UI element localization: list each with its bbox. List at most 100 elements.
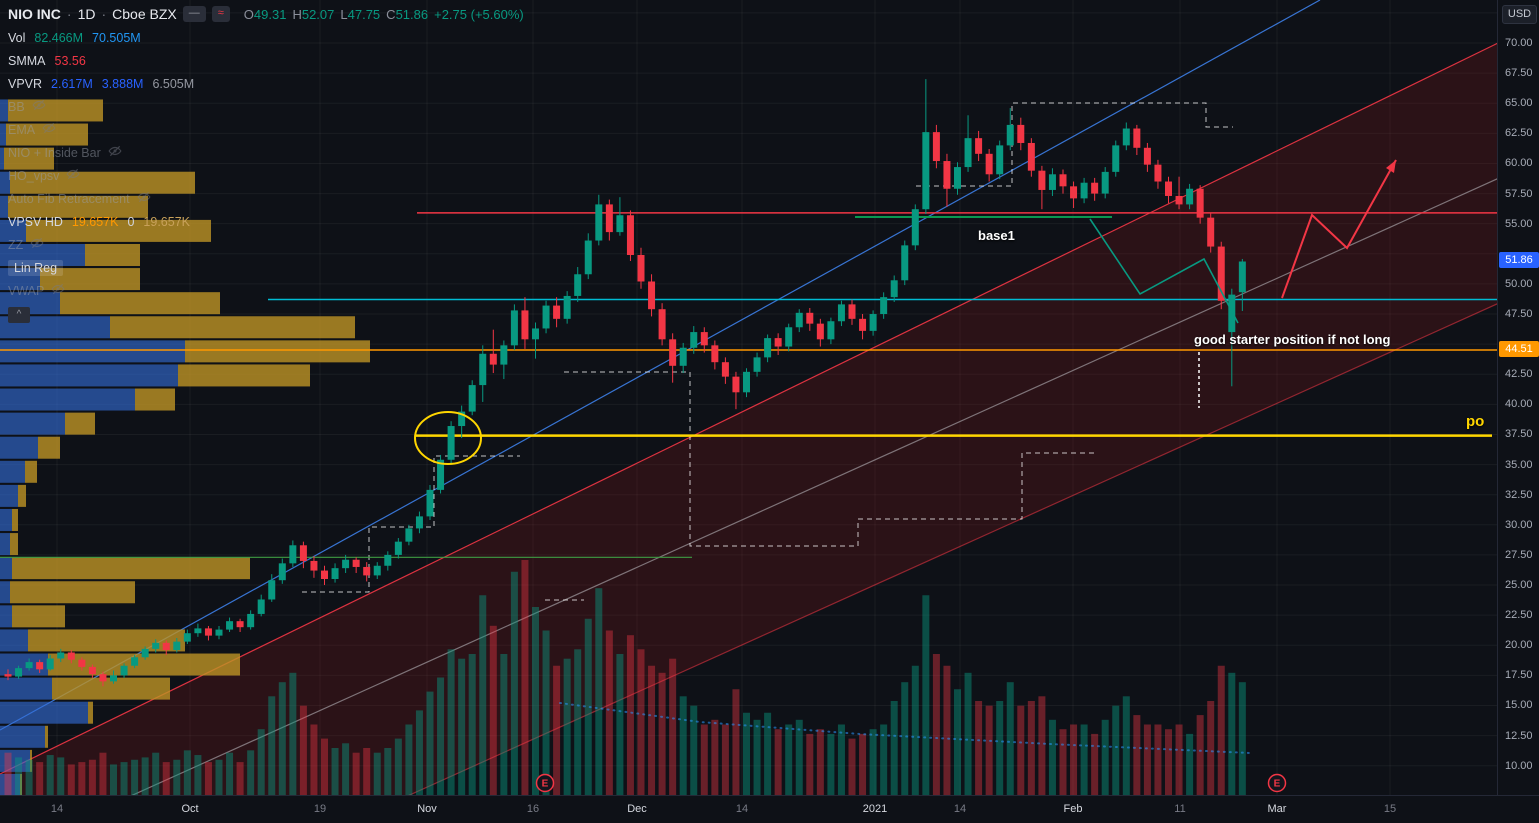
horizontal-levels [0, 212, 1497, 558]
legend-indicator-row[interactable]: VPVR 2.617M 3.888M 6.505M [8, 76, 524, 91]
price-axis-label: 70.00 [1505, 37, 1533, 49]
indicator-name: VPSV HD [8, 214, 63, 229]
price-axis-label: 50.00 [1505, 277, 1533, 290]
annotation-starter-position[interactable]: good starter position if not long [1194, 332, 1391, 347]
indicator-name: SMMA [8, 53, 46, 68]
time-axis-label: Mar [1267, 803, 1287, 815]
legend-indicator-row[interactable]: Vol 82.466M 70.505M [8, 30, 524, 45]
legend-collapse-button[interactable]: ^ [8, 307, 30, 323]
separator: · [66, 6, 72, 22]
separator: · [101, 6, 107, 22]
time-axis[interactable]: 14 Oct 19 Nov 16 Dec 14 2021 14 Feb 11 Mar 15 [0, 795, 1539, 823]
time-axis-label: 11 [1174, 803, 1186, 815]
indicator-value: 19.657K [71, 214, 119, 229]
user-drawings [414, 159, 1397, 465]
price-axis-label: 67.50 [1505, 67, 1533, 80]
legend-indicator-row[interactable]: SMMA 53.56 [8, 53, 524, 68]
visibility-off-icon[interactable] [66, 167, 80, 181]
legend-change-toggle-button[interactable]: ≈ [211, 6, 230, 22]
indicator-name: NIO + Inside Bar [8, 145, 101, 160]
time-axis-label: 15 [1383, 803, 1397, 815]
indicator-name: BB [8, 99, 25, 114]
indicator-value: 6.505M [152, 76, 195, 91]
volume-bars [4, 560, 1251, 795]
visibility-off-icon[interactable] [108, 144, 122, 158]
indicator-name: VPVR [8, 76, 43, 91]
indicator-value: 82.466M [34, 30, 84, 45]
earnings-event-icon[interactable] [535, 773, 555, 793]
currency-unit-button[interactable]: USD [1502, 5, 1537, 24]
time-axis-label: Nov [417, 803, 437, 815]
projection-trend-line[interactable] [1281, 159, 1397, 299]
price-axis-label: 30.00 [1505, 518, 1533, 531]
visibility-off-icon[interactable] [42, 121, 56, 135]
exchange-label[interactable]: Cboe BZX [112, 6, 177, 22]
visibility-off-icon[interactable] [51, 282, 65, 296]
price-axis-label: 40.00 [1505, 398, 1533, 411]
time-axis-label: 14 [50, 803, 64, 815]
price-axis-label: 55.00 [1505, 217, 1533, 230]
price-axis-label: 12.50 [1505, 729, 1533, 742]
symbol-title-row[interactable]: NIO INC · 1D · Cboe BZX — ≈ O49.31 H52.0… [8, 6, 524, 22]
annotation-po[interactable]: po [1466, 413, 1485, 430]
ohlc-readout: O49.31 H52.07 L47.75 C51.86 +2.75 (+5.60… [243, 6, 524, 22]
legend-indicator-row[interactable]: BB [8, 99, 524, 114]
time-axis-label: 19 [313, 803, 327, 815]
indicator-value: 19.657K [143, 214, 190, 229]
visibility-off-icon[interactable] [30, 236, 44, 250]
price-axis-label: 32.50 [1505, 488, 1533, 501]
candlesticks [4, 79, 1246, 687]
interval-label[interactable]: 1D [77, 6, 96, 22]
legend-toggle-button[interactable]: — [182, 6, 206, 22]
symbol-name[interactable]: NIO INC [8, 6, 61, 22]
legend-indicator-row[interactable]: EMA [8, 122, 524, 137]
price-axis-label: 65.00 [1505, 97, 1533, 110]
time-axis-label: 14 [735, 803, 749, 815]
time-axis-label: 14 [953, 803, 967, 815]
price-axis-label: 60.00 [1505, 157, 1533, 170]
legend-indicator-row[interactable]: VWAP [8, 283, 524, 298]
earnings-event-icon[interactable] [1267, 773, 1287, 793]
legend-indicator-row[interactable]: Lin Reg [8, 259, 524, 276]
time-axis-label: 2021 [862, 803, 888, 815]
price-axis-label: 57.50 [1505, 187, 1533, 200]
price-axis-label: 37.50 [1505, 428, 1533, 441]
highlight-ellipse[interactable] [414, 411, 482, 465]
legend-indicator-row[interactable]: ZZ [8, 237, 524, 252]
indicator-list: Vol 82.466M 70.505M SMMA 53.56 VPVR 2.617M 3.88… [8, 30, 524, 298]
legend-indicator-row[interactable]: HO_vpsv [8, 168, 524, 183]
price-axis-label: 27.50 [1505, 548, 1533, 561]
price-axis-label: 47.50 [1505, 308, 1533, 320]
chart-legend: NIO INC · 1D · Cboe BZX — ≈ O49.31 H52.0… [8, 6, 524, 323]
price-axis-label: 22.50 [1505, 609, 1533, 622]
indicator-value: 70.505M [92, 30, 141, 45]
price-axis-label: 17.50 [1505, 669, 1533, 682]
svg-text:E: E [542, 779, 549, 790]
indicator-value: 0 [127, 214, 135, 229]
price-axis-label: 62.50 [1505, 127, 1533, 140]
indicator-name: ZZ [8, 237, 24, 252]
indicator-value: 3.888M [101, 76, 144, 91]
linreg-channel [0, 0, 1497, 795]
time-axis-label: 16 [526, 803, 540, 815]
price-axis-label: 25.00 [1505, 579, 1533, 592]
price-axis[interactable]: USD 70.00 67.50 65.00 62.50 60.00 57.50 55.00 5… [1497, 0, 1539, 795]
indicator-value: 53.56 [54, 53, 86, 68]
legend-indicator-row[interactable]: NIO + Inside Bar [8, 145, 524, 160]
change-readout: +2.75 (+5.60%) [434, 6, 524, 22]
annotation-base1[interactable]: base1 [978, 228, 1015, 243]
legend-indicator-row[interactable]: VPSV HD 19.657K 0 19.657K [8, 214, 524, 229]
legend-indicator-row[interactable]: Auto Fib Retracement [8, 191, 524, 206]
volume-profile [0, 99, 370, 795]
visibility-off-icon[interactable] [32, 98, 46, 112]
price-badge: 51.86 [1499, 252, 1539, 269]
visibility-off-icon[interactable] [137, 190, 151, 204]
indicator-name: VWAP [8, 283, 45, 298]
svg-text:E: E [1274, 779, 1281, 790]
price-axis-label: 42.50 [1505, 368, 1533, 381]
price-axis-label: 10.00 [1505, 759, 1533, 772]
price-axis-label: 35.00 [1505, 458, 1533, 471]
